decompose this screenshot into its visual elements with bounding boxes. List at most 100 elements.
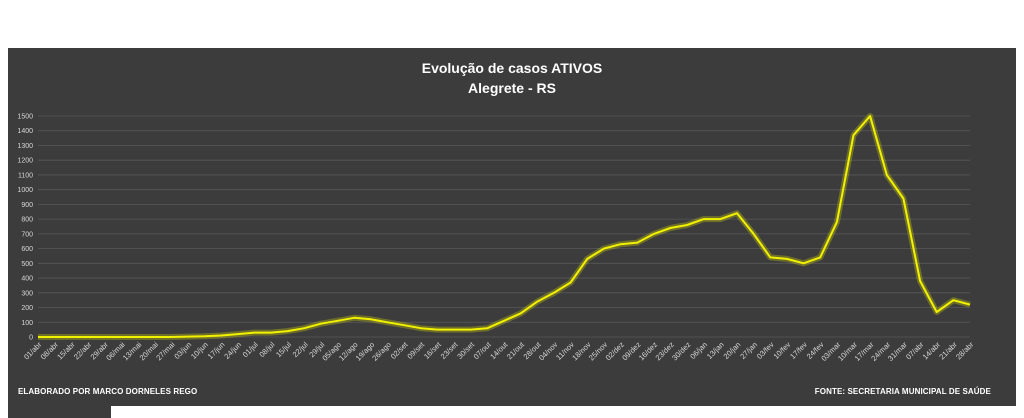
data-point [969,304,971,306]
y-tick-label: 200 [21,305,33,312]
data-point [387,321,389,323]
data-point [486,327,488,329]
x-tick-label: 20/jan [722,340,743,361]
data-point [836,221,838,223]
data-point [470,329,472,331]
data-point [253,332,255,334]
x-tick-label: 17/fev [788,340,809,361]
data-point [37,336,39,338]
y-tick-label: 300 [21,290,33,297]
data-point [520,312,522,314]
data-point [669,227,671,229]
y-tick-label: 600 [21,246,33,253]
data-point [636,242,638,244]
x-tick-label: 08/jul [257,340,276,359]
data-point [270,332,272,334]
data-point [303,327,305,329]
data-point [753,233,755,235]
data-point [287,330,289,332]
y-tick-label: 700 [21,231,33,238]
data-point [453,329,455,331]
data-point [220,335,222,337]
chart-subtitle: Alegrete - RS [468,80,556,96]
x-tick-label: 22/jul [291,340,310,359]
y-tick-label: 400 [21,276,33,283]
y-tick-label: 900 [21,202,33,209]
data-point [936,311,938,313]
x-tick-label: 02/set [389,339,410,360]
data-point [87,336,89,338]
data-point [620,243,622,245]
x-tick-label: 23/set [439,339,460,360]
y-tick-label: 1300 [17,143,33,150]
data-point [853,134,855,136]
data-point [120,336,122,338]
data-point [786,258,788,260]
x-tick-label: 26/ago [370,340,393,363]
x-tick-label: 10/fev [772,340,793,361]
data-source: FONTE: SECRETARIA MUNICIPAL DE SAÚDE [814,387,991,396]
y-tick-label: 0 [29,335,33,342]
data-point [137,336,139,338]
y-tick-label: 1000 [17,187,33,194]
data-point [919,280,921,282]
x-tick-label: 01/jul [241,340,260,359]
y-tick-label: 1200 [17,158,33,165]
data-point [54,336,56,338]
data-point [803,262,805,264]
data-point [187,336,189,338]
data-point [902,198,904,200]
data-point [719,218,721,220]
x-tick-label: 27/mai [154,340,177,363]
data-point [170,336,172,338]
x-tick-label: 17/jun [206,340,227,361]
author-credit: ELABORADO POR MARCO DORNELES REGO [18,387,198,396]
x-tick-label: 10/jun [189,340,210,361]
data-point [570,281,572,283]
data-point [736,212,738,214]
y-tick-label: 800 [21,217,33,224]
data-point [952,299,954,301]
data-point [819,256,821,258]
y-tick-label: 1100 [18,172,33,179]
x-tick-label: 15/jul [274,340,293,359]
x-tick-label: 16/set [422,339,443,360]
chart-title: Evolução de casos ATIVOS [421,60,603,76]
data-point [237,333,239,335]
data-point [353,317,355,319]
data-point [370,318,372,320]
x-tick-label: 28/abr [954,340,976,362]
data-point [154,336,156,338]
y-tick-label: 1500 [17,114,33,121]
y-tick-label: 100 [21,320,33,327]
x-tick-label: 09/set [405,339,426,360]
data-point [403,324,405,326]
x-tick-label: 13/jan [705,340,726,361]
data-point [886,174,888,176]
chart-panel [8,48,1016,406]
x-tick-label: 03/fev [755,340,776,361]
data-point [203,335,205,337]
x-tick-label: 06/jan [688,340,709,361]
data-point [603,248,605,250]
x-tick-label: 27/jan [738,340,759,361]
data-point [586,258,588,260]
y-tick-label: 500 [21,261,33,268]
series-line-glow [38,113,971,340]
data-point [320,323,322,325]
data-point [769,256,771,258]
x-tick-label: 24/jun [222,340,243,361]
x-tick-label: 31/mar [886,340,909,363]
series-line [38,115,971,338]
y-tick-label: 1400 [17,128,33,135]
x-tick-label: 30/dez [670,340,692,362]
data-point [503,320,505,322]
x-tick-label: 03/jun [172,340,193,361]
data-point [337,320,339,322]
data-point [536,301,538,303]
data-point [420,327,422,329]
data-point [653,233,655,235]
data-point [104,336,106,338]
data-point [686,224,688,226]
